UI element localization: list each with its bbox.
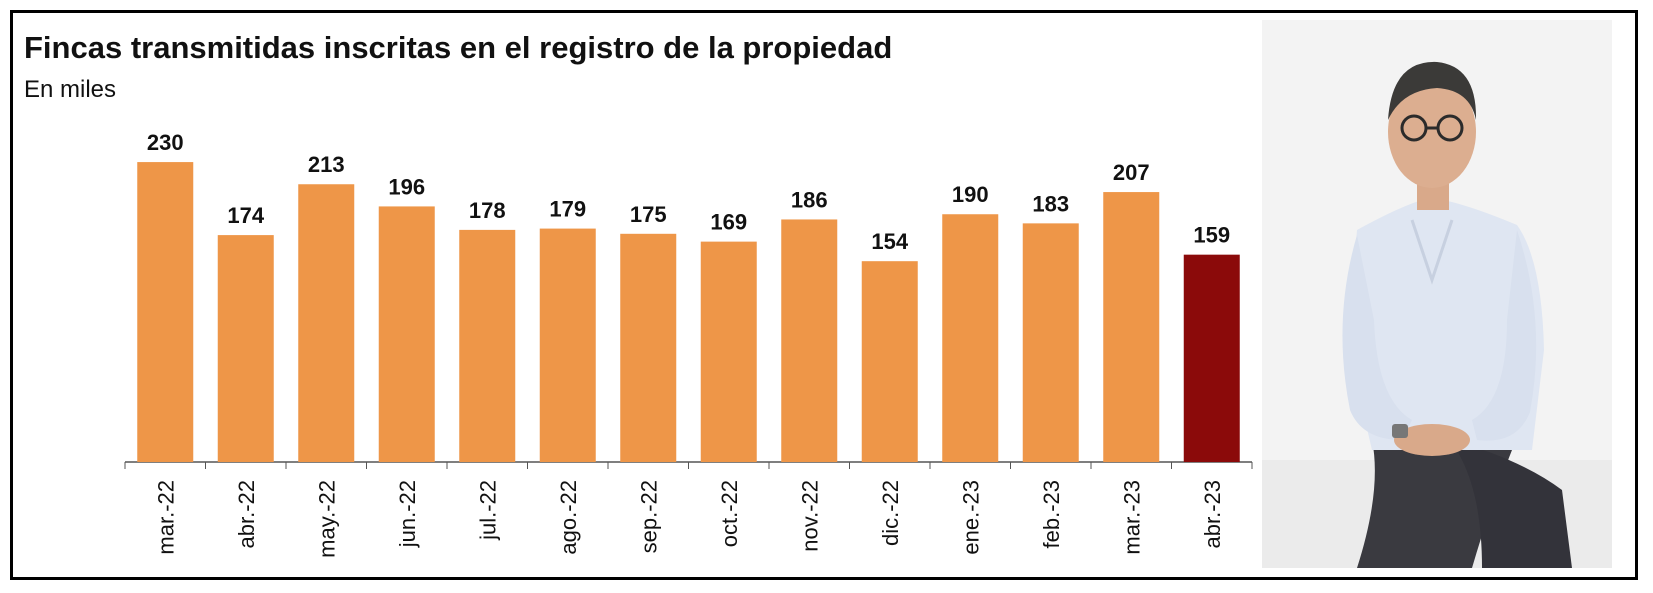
data-label: 154 [871, 229, 908, 254]
bar-may.-22 [298, 184, 355, 463]
data-label: 230 [147, 130, 184, 155]
data-label: 186 [791, 187, 828, 212]
chart-title: Fincas transmitidas inscritas en el regi… [24, 30, 893, 65]
x-tick-label: jul.-22 [475, 480, 500, 541]
bar-dic.-22 [861, 261, 918, 462]
bar-mar.-23 [1103, 192, 1160, 462]
data-label: 190 [952, 182, 989, 207]
data-label: 169 [710, 210, 747, 235]
x-tick-label: dic.-22 [878, 480, 903, 546]
bar-ago.-22 [539, 228, 596, 462]
bar-mar.-22 [137, 162, 194, 462]
x-tick-label: sep.-22 [636, 480, 661, 553]
x-tick-label: feb.-23 [1039, 480, 1064, 549]
x-tick-label: may.-22 [314, 480, 339, 558]
data-label: 175 [630, 202, 667, 227]
data-label: 174 [227, 203, 264, 228]
bar-nov.-22 [781, 219, 838, 462]
chart-subtitle: En miles [24, 76, 117, 103]
data-label: 179 [549, 197, 586, 222]
x-tick-label: abr.-23 [1200, 480, 1225, 549]
x-tick-label: oct.-22 [717, 480, 742, 547]
bar-jul.-22 [459, 229, 516, 462]
x-tick-label: mar.-23 [1119, 480, 1144, 555]
bar-chart: 230 mar.-22 174 abr.-22 213 may.-22 196 jun.-22… [124, 130, 1253, 558]
bar-feb.-23 [1022, 223, 1079, 462]
data-label: 213 [308, 152, 345, 177]
x-tick-label: jun.-22 [395, 480, 420, 548]
data-label: 196 [388, 174, 425, 199]
bar-abr.-22 [217, 235, 274, 462]
bar-jun.-22 [378, 206, 435, 462]
bar-abr.-23 [1183, 254, 1240, 462]
x-tick-label: nov.-22 [797, 480, 822, 552]
data-label: 183 [1032, 191, 1069, 216]
x-tick-label: mar.-22 [153, 480, 178, 555]
person-illustration [1262, 20, 1612, 568]
bar-ene.-23 [942, 214, 999, 462]
data-label: 178 [469, 198, 506, 223]
x-tick-label: abr.-22 [234, 480, 259, 549]
bar-sep.-22 [620, 233, 677, 462]
portrait-photo [1262, 20, 1612, 568]
x-tick-label: ene.-23 [958, 480, 983, 555]
data-label: 159 [1193, 223, 1230, 248]
data-label: 207 [1113, 160, 1150, 185]
bar-oct.-22 [700, 241, 757, 462]
x-tick-label: ago.-22 [556, 480, 581, 555]
